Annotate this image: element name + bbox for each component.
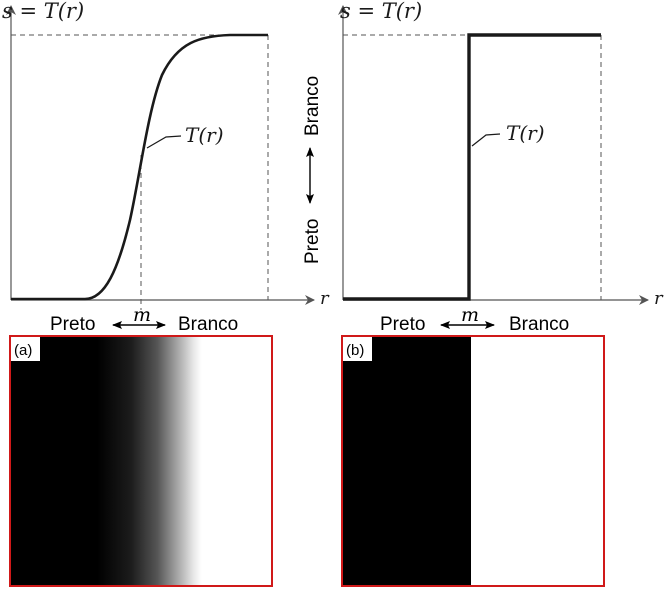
panel-b-black-region <box>343 336 471 586</box>
panel-a-frame <box>9 335 273 587</box>
panel-b: (b) <box>341 335 605 587</box>
left-x-label: r <box>320 288 330 309</box>
vertical-preto-label: Preto <box>302 219 323 264</box>
right-preto-label: Preto <box>380 314 425 335</box>
panel-a: (a) <box>9 335 273 587</box>
right-x-label: r <box>654 288 664 309</box>
right-branco-label: Branco <box>509 314 569 335</box>
left-graph: T(r) s = T(r) r Preto m Branco <box>2 0 330 335</box>
left-curve-pointer <box>146 135 182 149</box>
left-preto-label: Preto <box>50 314 95 335</box>
left-y-label: s = T(r) <box>2 0 84 23</box>
panel-b-label: (b) <box>346 342 364 359</box>
vertical-intensity-legend: Branco Preto <box>302 76 323 264</box>
panel-a-label-box <box>11 337 40 361</box>
right-step-curve <box>343 33 601 301</box>
panel-a-gradient-image <box>11 336 272 586</box>
right-m-label: m <box>461 304 479 326</box>
right-y-label: s = T(r) <box>340 0 422 23</box>
panel-b-frame <box>341 335 605 587</box>
panel-a-label: (a) <box>14 342 32 359</box>
left-branco-label: Branco <box>178 314 238 335</box>
left-curve-label: T(r) <box>185 123 224 147</box>
panel-b-white-region <box>471 336 604 586</box>
right-curve-label: T(r) <box>506 121 545 145</box>
right-graph: T(r) s = T(r) r Preto m Branco <box>338 0 664 335</box>
left-m-label: m <box>133 304 151 326</box>
right-curve-pointer <box>471 133 501 147</box>
vertical-branco-label: Branco <box>302 76 323 136</box>
panel-b-label-box <box>343 337 372 361</box>
left-sigmoid-curve <box>11 33 268 301</box>
